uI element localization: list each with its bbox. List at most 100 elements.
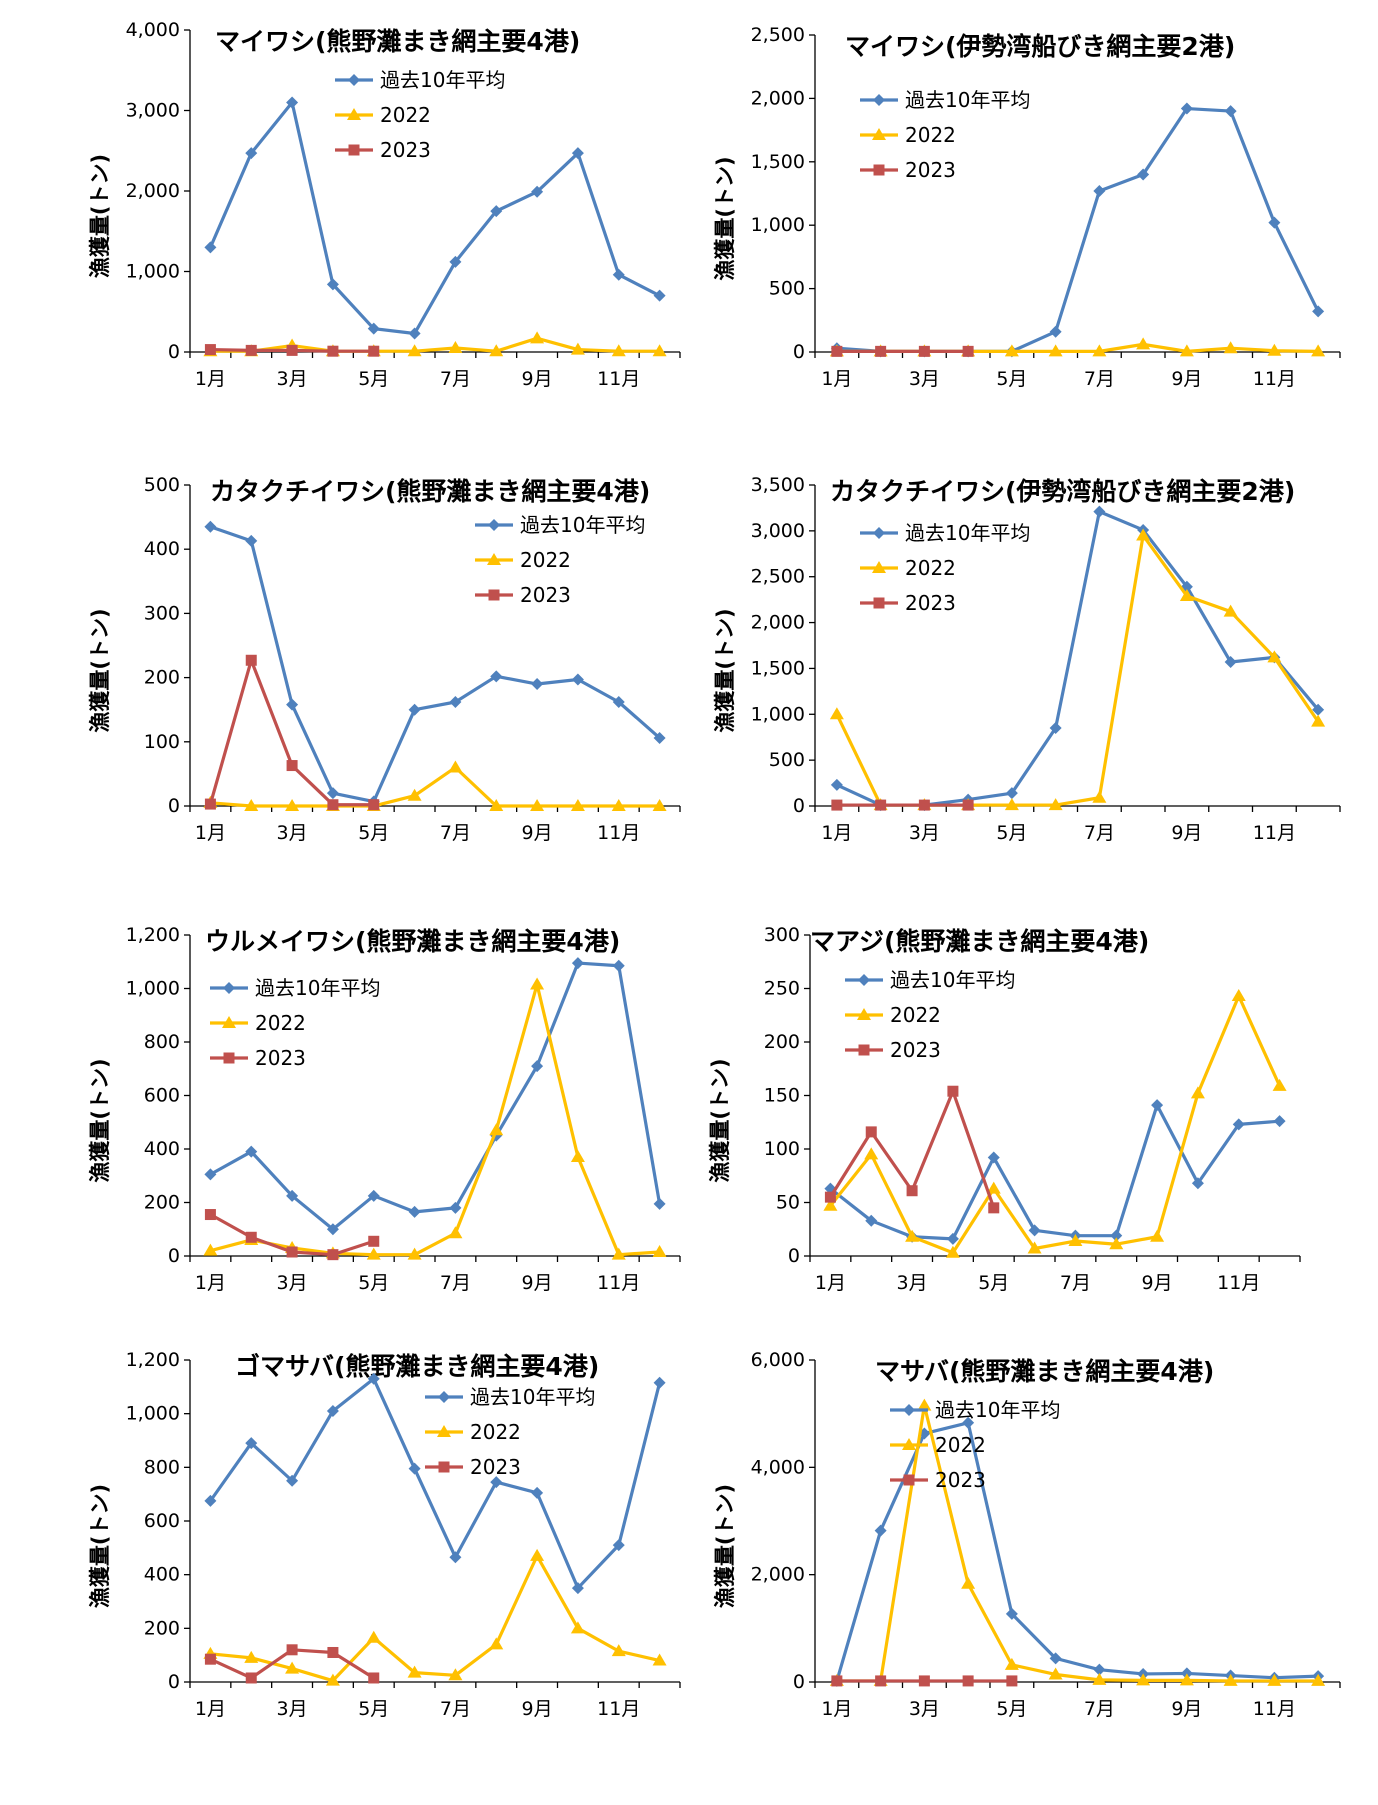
x-tick-label: 7月 (440, 1272, 471, 1294)
y-tick-label: 2,000 (751, 1564, 805, 1586)
data-point (823, 1198, 838, 1211)
data-point (653, 1197, 666, 1210)
y-tick-label: 800 (144, 1031, 180, 1053)
data-point (204, 1653, 216, 1665)
data-point (829, 707, 844, 720)
data-point (327, 799, 339, 811)
data-point (865, 1126, 877, 1138)
series-line (208, 100, 661, 336)
chart-title: マサバ(熊野灘まき網主要4港) (875, 1357, 1214, 1386)
legend-marker (222, 1016, 236, 1028)
legend-label: 2023 (255, 1046, 306, 1070)
y-axis-label: 漁獲量(トン) (713, 608, 737, 732)
data-point (408, 327, 421, 340)
x-tick-label: 1月 (195, 1698, 226, 1720)
data-point (570, 1621, 585, 1634)
legend-marker (488, 589, 500, 601)
data-point (531, 1060, 544, 1073)
data-point (1190, 1086, 1205, 1099)
legend-item: 過去10年平均 (890, 1398, 1060, 1422)
y-tick-label: 500 (769, 278, 805, 300)
x-tick-label: 5月 (996, 1698, 1027, 1720)
x-tick-label: 1月 (815, 1272, 846, 1294)
data-point (570, 1150, 585, 1163)
chart-4: 0 500 1,000 1,500 2,000 2,500 3,000 3,500 1月 3月 5月… (713, 474, 1341, 844)
data-point (1311, 1673, 1326, 1686)
data-point (1049, 325, 1062, 338)
series-avg (204, 96, 666, 340)
x-tick-label: 1月 (195, 1272, 226, 1294)
data-point (245, 1231, 257, 1243)
series-2023 (204, 344, 380, 357)
data-point (653, 731, 666, 744)
data-point (875, 345, 887, 357)
y-tick-label: 1,000 (126, 978, 180, 1000)
chart-title: ウルメイワシ(熊野灘まき網主要4港) (205, 927, 620, 956)
data-point (611, 344, 626, 357)
y-tick-label: 0 (168, 795, 180, 817)
data-point (1049, 1652, 1062, 1665)
legend-marker (903, 1474, 915, 1486)
data-point (1093, 1663, 1106, 1676)
legend-marker (873, 164, 885, 176)
data-point (918, 1675, 930, 1687)
data-point (368, 1672, 380, 1684)
y-axis-label: 漁獲量(トン) (88, 1058, 112, 1182)
legend-label: 2023 (905, 158, 956, 182)
data-point (652, 1244, 667, 1257)
y-tick-label: 300 (764, 924, 800, 946)
data-point (531, 1486, 544, 1499)
data-point (570, 342, 585, 355)
y-tick-label: 1,200 (126, 1349, 180, 1371)
data-point (204, 520, 217, 533)
chart-5: 0 200 400 600 800 1,000 1,200 1月 3月 5月 7月 9月 11月 漁獲量(… (88, 924, 681, 1294)
data-point (1109, 1237, 1124, 1250)
y-tick-label: 6,000 (751, 1349, 805, 1371)
y-tick-label: 400 (144, 538, 180, 560)
legend-item: 2022 (210, 1011, 306, 1035)
x-tick-label: 5月 (358, 368, 389, 390)
data-point (531, 678, 544, 691)
data-point (204, 344, 216, 356)
data-point (864, 1147, 879, 1160)
data-point (286, 760, 298, 772)
legend-label: 2022 (255, 1011, 306, 1035)
data-point (407, 788, 422, 801)
series-avg (204, 1372, 666, 1595)
data-point (327, 1249, 339, 1261)
data-point (448, 340, 463, 353)
series-2023 (204, 654, 380, 811)
x-tick-label: 9月 (522, 1698, 553, 1720)
y-tick-label: 1,200 (126, 924, 180, 946)
series-line (209, 1377, 662, 1590)
data-point (1311, 714, 1326, 727)
data-point (327, 345, 339, 357)
legend-label: 2023 (380, 138, 431, 162)
chart-1: 0 1,000 2,000 3,000 4,000 1月 3月 5月 7月 9月 11月 漁獲量(トン… (88, 19, 681, 390)
y-tick-label: 3,500 (751, 474, 805, 496)
data-point (489, 1637, 504, 1650)
data-point (367, 1189, 380, 1202)
data-point (875, 799, 887, 811)
data-point (286, 698, 299, 711)
data-point (947, 1085, 959, 1097)
data-point (611, 799, 626, 811)
y-tick-label: 1,000 (751, 703, 805, 725)
legend-marker (872, 128, 886, 140)
series-line (835, 1421, 1319, 1682)
legend-item: 2022 (475, 548, 571, 572)
data-point (204, 1209, 216, 1221)
legend-item: 過去10年平均 (425, 1385, 595, 1409)
legend-label: 2022 (890, 1003, 941, 1027)
data-point (245, 147, 258, 160)
series-line (829, 994, 1282, 1255)
data-point (1223, 341, 1238, 354)
x-tick-label: 9月 (522, 368, 553, 390)
data-point (1232, 1118, 1245, 1131)
x-tick-label: 1月 (821, 368, 852, 390)
x-tick-label: 5月 (358, 1272, 389, 1294)
x-tick-label: 7月 (440, 1698, 471, 1720)
legend-label: 2022 (905, 123, 956, 147)
y-tick-label: 2,500 (751, 566, 805, 588)
data-point (204, 241, 217, 254)
